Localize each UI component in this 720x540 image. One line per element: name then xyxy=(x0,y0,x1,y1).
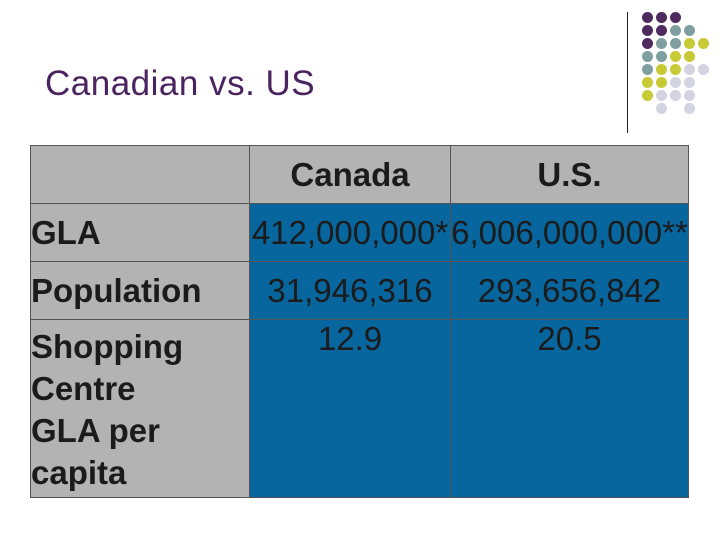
dot-purple xyxy=(642,12,653,23)
dot-lavender xyxy=(670,77,681,88)
cell-canada-gla-per-capita: 12.9 xyxy=(249,319,451,498)
dot-teal xyxy=(684,25,695,36)
dot-yellow xyxy=(684,51,695,62)
column-header-us: U.S. xyxy=(450,145,689,204)
table-header-row: Canada U.S. xyxy=(30,145,689,204)
dot-purple xyxy=(656,25,667,36)
title-divider-line xyxy=(627,12,628,133)
dot-lavender xyxy=(656,90,667,101)
dot-teal xyxy=(642,64,653,75)
dot-lavender xyxy=(698,64,709,75)
dot-yellow xyxy=(684,38,695,49)
dot-lavender xyxy=(684,103,695,114)
dot-yellow xyxy=(656,77,667,88)
column-header-canada: Canada xyxy=(249,145,451,204)
dot-lavender xyxy=(684,77,695,88)
dot-teal xyxy=(642,51,653,62)
table-row: Shopping Centre GLA per capita 12.9 20.5 xyxy=(30,319,689,498)
dot-purple xyxy=(642,38,653,49)
cell-us-gla: 6,006,000,000** xyxy=(450,203,689,262)
dot-lavender xyxy=(684,90,695,101)
dot-teal xyxy=(656,51,667,62)
dot-lavender xyxy=(684,64,695,75)
dot-yellow xyxy=(670,64,681,75)
table-corner-cell xyxy=(30,145,250,204)
dot-purple xyxy=(670,12,681,23)
dot-teal xyxy=(670,38,681,49)
table-row: GLA 412,000,000* 6,006,000,000** xyxy=(30,203,689,262)
dot-lavender xyxy=(656,103,667,114)
dot-teal xyxy=(670,25,681,36)
cell-canada-gla: 412,000,000* xyxy=(249,203,451,262)
dot-teal xyxy=(656,38,667,49)
cell-us-gla-per-capita: 20.5 xyxy=(450,319,689,498)
dot-yellow xyxy=(698,38,709,49)
dot-yellow xyxy=(642,77,653,88)
dot-purple xyxy=(656,12,667,23)
row-label-gla-per-capita: Shopping Centre GLA per capita xyxy=(30,319,250,498)
dot-purple xyxy=(642,25,653,36)
slide-title: Canadian vs. US xyxy=(45,64,316,103)
dot-yellow xyxy=(656,64,667,75)
dot-yellow xyxy=(670,51,681,62)
row-label-gla: GLA xyxy=(30,203,250,262)
table-row: Population 31,946,316 293,656,842 xyxy=(30,261,689,320)
row-label-population: Population xyxy=(30,261,250,320)
cell-canada-population: 31,946,316 xyxy=(249,261,451,320)
comparison-table: Canada U.S. GLA 412,000,000* 6,006,000,0… xyxy=(30,145,689,498)
dot-lavender xyxy=(670,90,681,101)
cell-us-population: 293,656,842 xyxy=(450,261,689,320)
dot-yellow xyxy=(642,90,653,101)
